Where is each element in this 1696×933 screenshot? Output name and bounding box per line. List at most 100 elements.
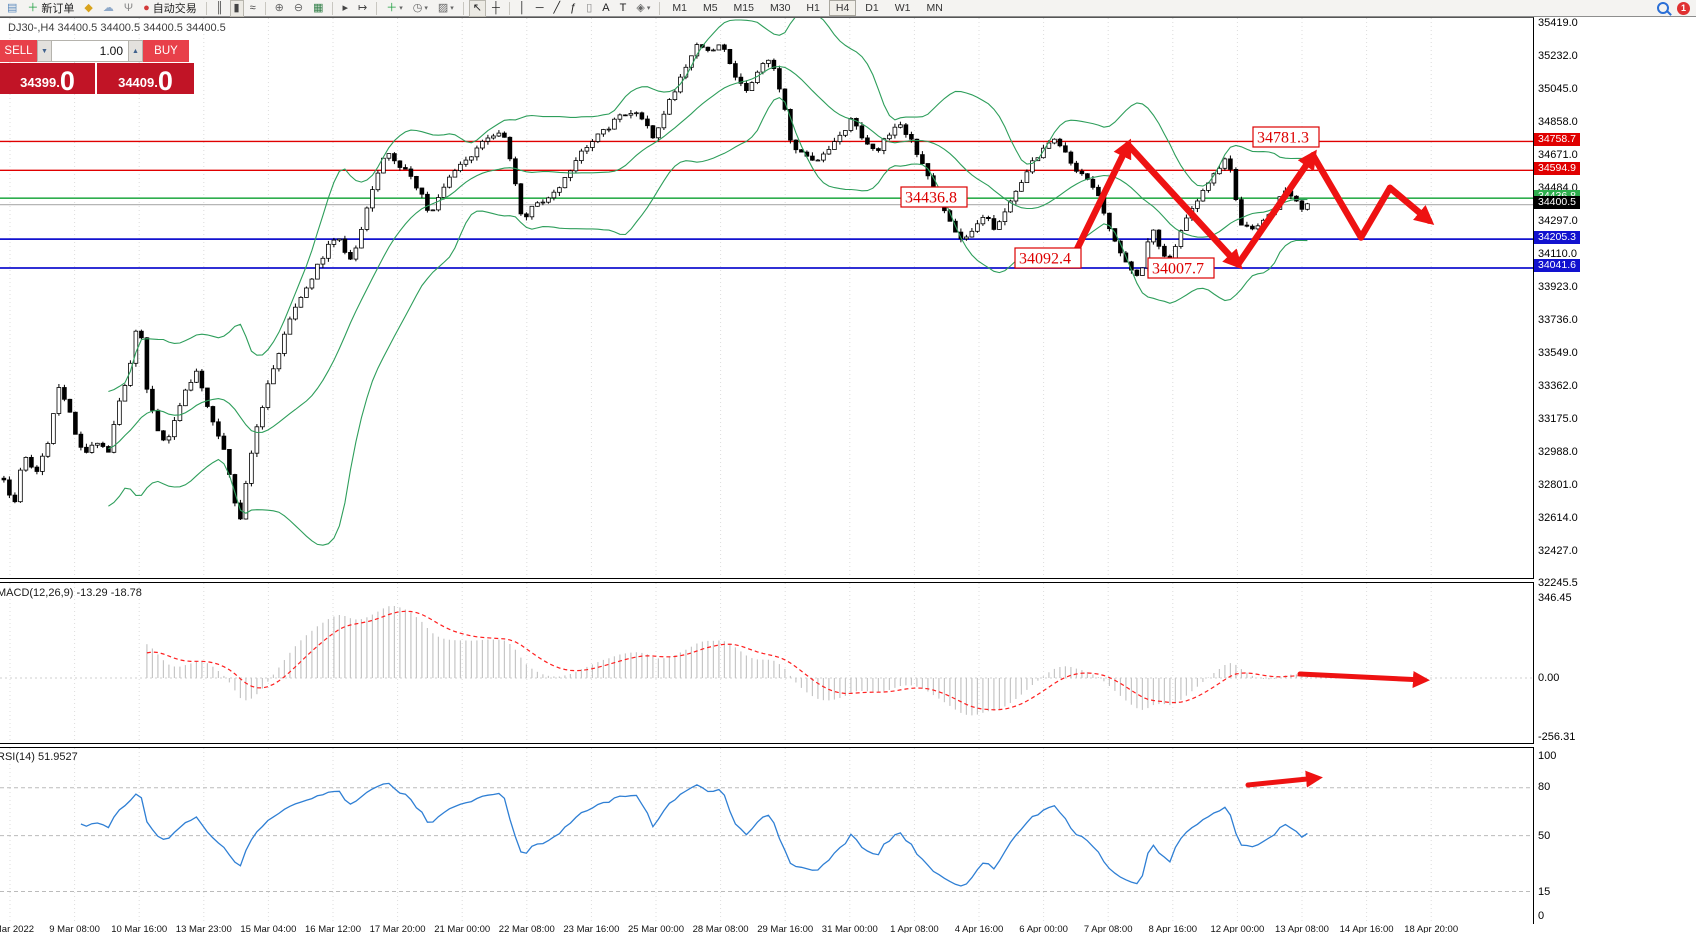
- toolbar-separator: [205, 1, 207, 15]
- cursor-button[interactable]: ↖: [468, 0, 487, 17]
- timeframe-d1[interactable]: D1: [865, 2, 879, 14]
- buy-button[interactable]: BUY: [143, 40, 189, 62]
- sell-price-button[interactable]: 34399. 0: [0, 63, 95, 96]
- tile-windows-button[interactable]: ▦: [309, 0, 327, 17]
- axis-tick-label: 35232.0: [1538, 49, 1578, 62]
- time-axis-label: 9 Mar 08:00: [49, 924, 100, 933]
- toolbar: ▤ ＋新订单 ◆ ☁ Ψ ● 自动交易 ║ ▮ ≈ ⊕ ⊖ ▦ ▸ ↦ ＋ ▾ ◷ ▾ ▨ ▾ ↖ ┼ │ ─ ╱ ƒ ▯ A T ◈ ▾ M1…: [0, 0, 1696, 17]
- sell-button[interactable]: SELL: [0, 40, 37, 62]
- pane-splitter[interactable]: [0, 578, 1534, 583]
- volume-input[interactable]: 1.00: [52, 40, 128, 62]
- line-chart-icon: ≈: [249, 1, 256, 14]
- search-icon[interactable]: [1657, 2, 1669, 14]
- market-watch-button[interactable]: ◆: [80, 0, 96, 17]
- chevron-down-icon[interactable]: ▾: [399, 5, 403, 12]
- timeframe-w1[interactable]: W1: [894, 2, 911, 14]
- timeframe-h4[interactable]: H4: [828, 0, 857, 16]
- axis-tick-label: 33736.0: [1538, 313, 1578, 326]
- price-annotation: 34436.8: [900, 186, 968, 208]
- auto-trade-button[interactable]: ● 自动交易: [139, 0, 201, 17]
- text-button[interactable]: A: [598, 0, 613, 17]
- price-annotation: 34092.4: [1014, 247, 1082, 269]
- price-level-badge: 34594.9: [1534, 161, 1580, 175]
- axis-tick-label: 32988.0: [1538, 445, 1578, 458]
- axis-tick-label: 346.45: [1538, 592, 1572, 604]
- chart-shift-button[interactable]: ↦: [354, 0, 371, 17]
- buy-price-button[interactable]: 34409. 0: [97, 63, 194, 95]
- notification-icon[interactable]: 1: [1677, 1, 1690, 15]
- timeframe-m30[interactable]: M30: [769, 2, 791, 14]
- vertical-line-icon: │: [518, 1, 526, 14]
- svg-text:34007.7: 34007.7: [1152, 261, 1204, 278]
- candlestick-chart-icon: ▮: [233, 1, 240, 14]
- indicators-button[interactable]: ＋ ▾: [382, 0, 407, 17]
- channels-button[interactable]: ▯: [582, 0, 596, 17]
- rsi-pane[interactable]: [0, 748, 1534, 924]
- macd-pane[interactable]: [0, 583, 1534, 743]
- axis-tick-label: 80: [1538, 781, 1551, 793]
- timeframe-m5[interactable]: M5: [702, 2, 718, 14]
- zoom-in-icon: ⊕: [274, 1, 284, 14]
- price-level-badge: 34041.6: [1534, 259, 1580, 273]
- zoom-out-icon: ⊖: [293, 1, 304, 14]
- time-axis-label: 22 Mar 08:00: [498, 924, 555, 933]
- templates-icon: ▨: [437, 1, 449, 14]
- axis-tick-label: 33923.0: [1538, 280, 1578, 293]
- auto-scroll-button[interactable]: ▸: [338, 0, 352, 17]
- price-axis[interactable]: 35419.0 35232.0 35045.0 34858.0 34671.0 34484…: [1534, 17, 1696, 933]
- timeframe-mn[interactable]: MN: [926, 2, 943, 14]
- fibonacci-icon: ƒ: [570, 1, 577, 14]
- time-axis-label: 7 Apr 08:00: [1083, 924, 1133, 933]
- axis-tick-label: 33549.0: [1538, 346, 1578, 359]
- label-button[interactable]: T: [616, 0, 631, 17]
- arrows-button[interactable]: ◈ ▾: [632, 0, 654, 17]
- time-axis-label: 10 Mar 16:00: [111, 924, 168, 933]
- pane-splitter[interactable]: [0, 743, 1534, 748]
- price-level-badge: 34205.3: [1534, 230, 1580, 244]
- signal-button[interactable]: Ψ: [120, 0, 137, 17]
- cloud-button[interactable]: ☁: [99, 0, 118, 17]
- bar-chart-button[interactable]: ║: [212, 0, 228, 17]
- time-axis-label: 4 Mar 2022: [0, 924, 35, 933]
- timeframe-m15[interactable]: M15: [733, 2, 754, 14]
- new-order-button[interactable]: ＋新订单: [23, 0, 78, 17]
- axis-tick-label: 0: [1538, 910, 1545, 922]
- time-axis-label: 28 Mar 08:00: [692, 924, 749, 933]
- timeframe-m1[interactable]: M1: [672, 2, 687, 14]
- trendline-button[interactable]: ╱: [549, 0, 564, 17]
- price-level-badge: 34758.7: [1534, 132, 1580, 146]
- time-axis[interactable]: 4 Mar 2022 9 Mar 08:00 10 Mar 16:00 13 Mar …: [0, 924, 1533, 933]
- time-axis-label: 18 Apr 20:00: [1404, 924, 1459, 933]
- axis-tick-label: 50: [1538, 830, 1551, 842]
- axis-tick-label: 35045.0: [1538, 82, 1578, 95]
- crosshair-button[interactable]: ┼: [488, 0, 504, 17]
- volume-decrease-button[interactable]: ▼: [37, 40, 52, 62]
- time-axis-label: 31 Mar 00:00: [821, 924, 878, 933]
- volume-increase-button[interactable]: ▲: [128, 40, 143, 62]
- zoom-in-button[interactable]: ⊕: [271, 0, 288, 17]
- chart-file-button[interactable]: ▤: [3, 0, 21, 17]
- chevron-down-icon[interactable]: ▾: [450, 5, 454, 12]
- zoom-out-button[interactable]: ⊖: [290, 0, 307, 17]
- periods-icon: ◷: [412, 1, 423, 14]
- rsi-indicator-label: RSI(14) 51.9527: [0, 751, 78, 763]
- auto-scroll-icon: ▸: [342, 1, 349, 14]
- horizontal-line-button[interactable]: ─: [532, 0, 548, 17]
- candlestick-chart-button[interactable]: ▮: [229, 0, 244, 17]
- timeframe-h1[interactable]: H1: [806, 2, 820, 14]
- arrows-icon: ◈: [636, 1, 645, 14]
- time-axis-label: 15 Mar 04:00: [240, 924, 297, 933]
- fibonacci-button[interactable]: ƒ: [566, 0, 580, 17]
- line-chart-button[interactable]: ≈: [246, 0, 260, 17]
- toolbar-separator: [332, 1, 334, 15]
- periods-button[interactable]: ◷ ▾: [409, 0, 432, 17]
- vertical-line-button[interactable]: │: [515, 0, 530, 17]
- new-order-label: 新订单: [41, 3, 75, 15]
- axis-tick-label: 33175.0: [1538, 412, 1578, 425]
- svg-text:34092.4: 34092.4: [1019, 251, 1071, 268]
- chevron-down-icon[interactable]: ▾: [646, 5, 651, 12]
- sell-price-pip: 0: [59, 66, 75, 96]
- templates-button[interactable]: ▨ ▾: [434, 0, 458, 17]
- price-chart-pane[interactable]: 34781.3 34436.8 34092.4 34007.7: [0, 17, 1534, 579]
- chevron-down-icon[interactable]: ▾: [424, 5, 428, 12]
